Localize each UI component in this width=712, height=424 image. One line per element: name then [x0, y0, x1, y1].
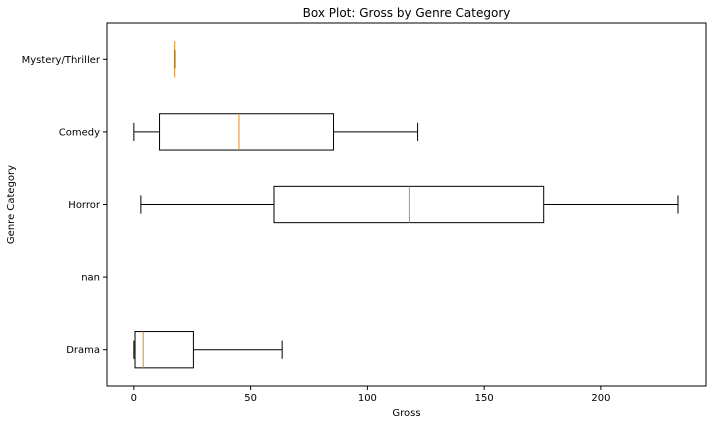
box-rect-3 [159, 113, 335, 151]
x-tick-label-100: 100 [358, 393, 377, 404]
y-tick-label-2: Horror [68, 200, 101, 211]
box-rect-2 [273, 185, 545, 224]
x-tick-label-0: 0 [131, 393, 137, 404]
x-tick-label-200: 200 [591, 393, 610, 404]
y-tick-label-3: Comedy [59, 127, 100, 138]
y-tick-label-4: Mystery/Thriller [22, 55, 101, 66]
y-tick-label-1: nan [81, 273, 100, 284]
box-3 [133, 113, 419, 151]
box-0 [133, 331, 283, 369]
box-2 [140, 185, 679, 224]
chart-title: Box Plot: Gross by Genre Category [303, 6, 511, 20]
x-tick-label-150: 150 [475, 393, 494, 404]
box-rect-0 [134, 331, 194, 369]
y-tick-label-0: Drama [66, 345, 100, 356]
axes-layer: 0 50 100 150 200 Drama nan Horror Comedy Mystery/… [22, 22, 707, 404]
boxes-layer [133, 41, 679, 369]
x-tick-label-50: 50 [244, 393, 257, 404]
x-axis-label: Gross [392, 408, 420, 419]
y-axis-label: Genre Category [6, 165, 17, 244]
